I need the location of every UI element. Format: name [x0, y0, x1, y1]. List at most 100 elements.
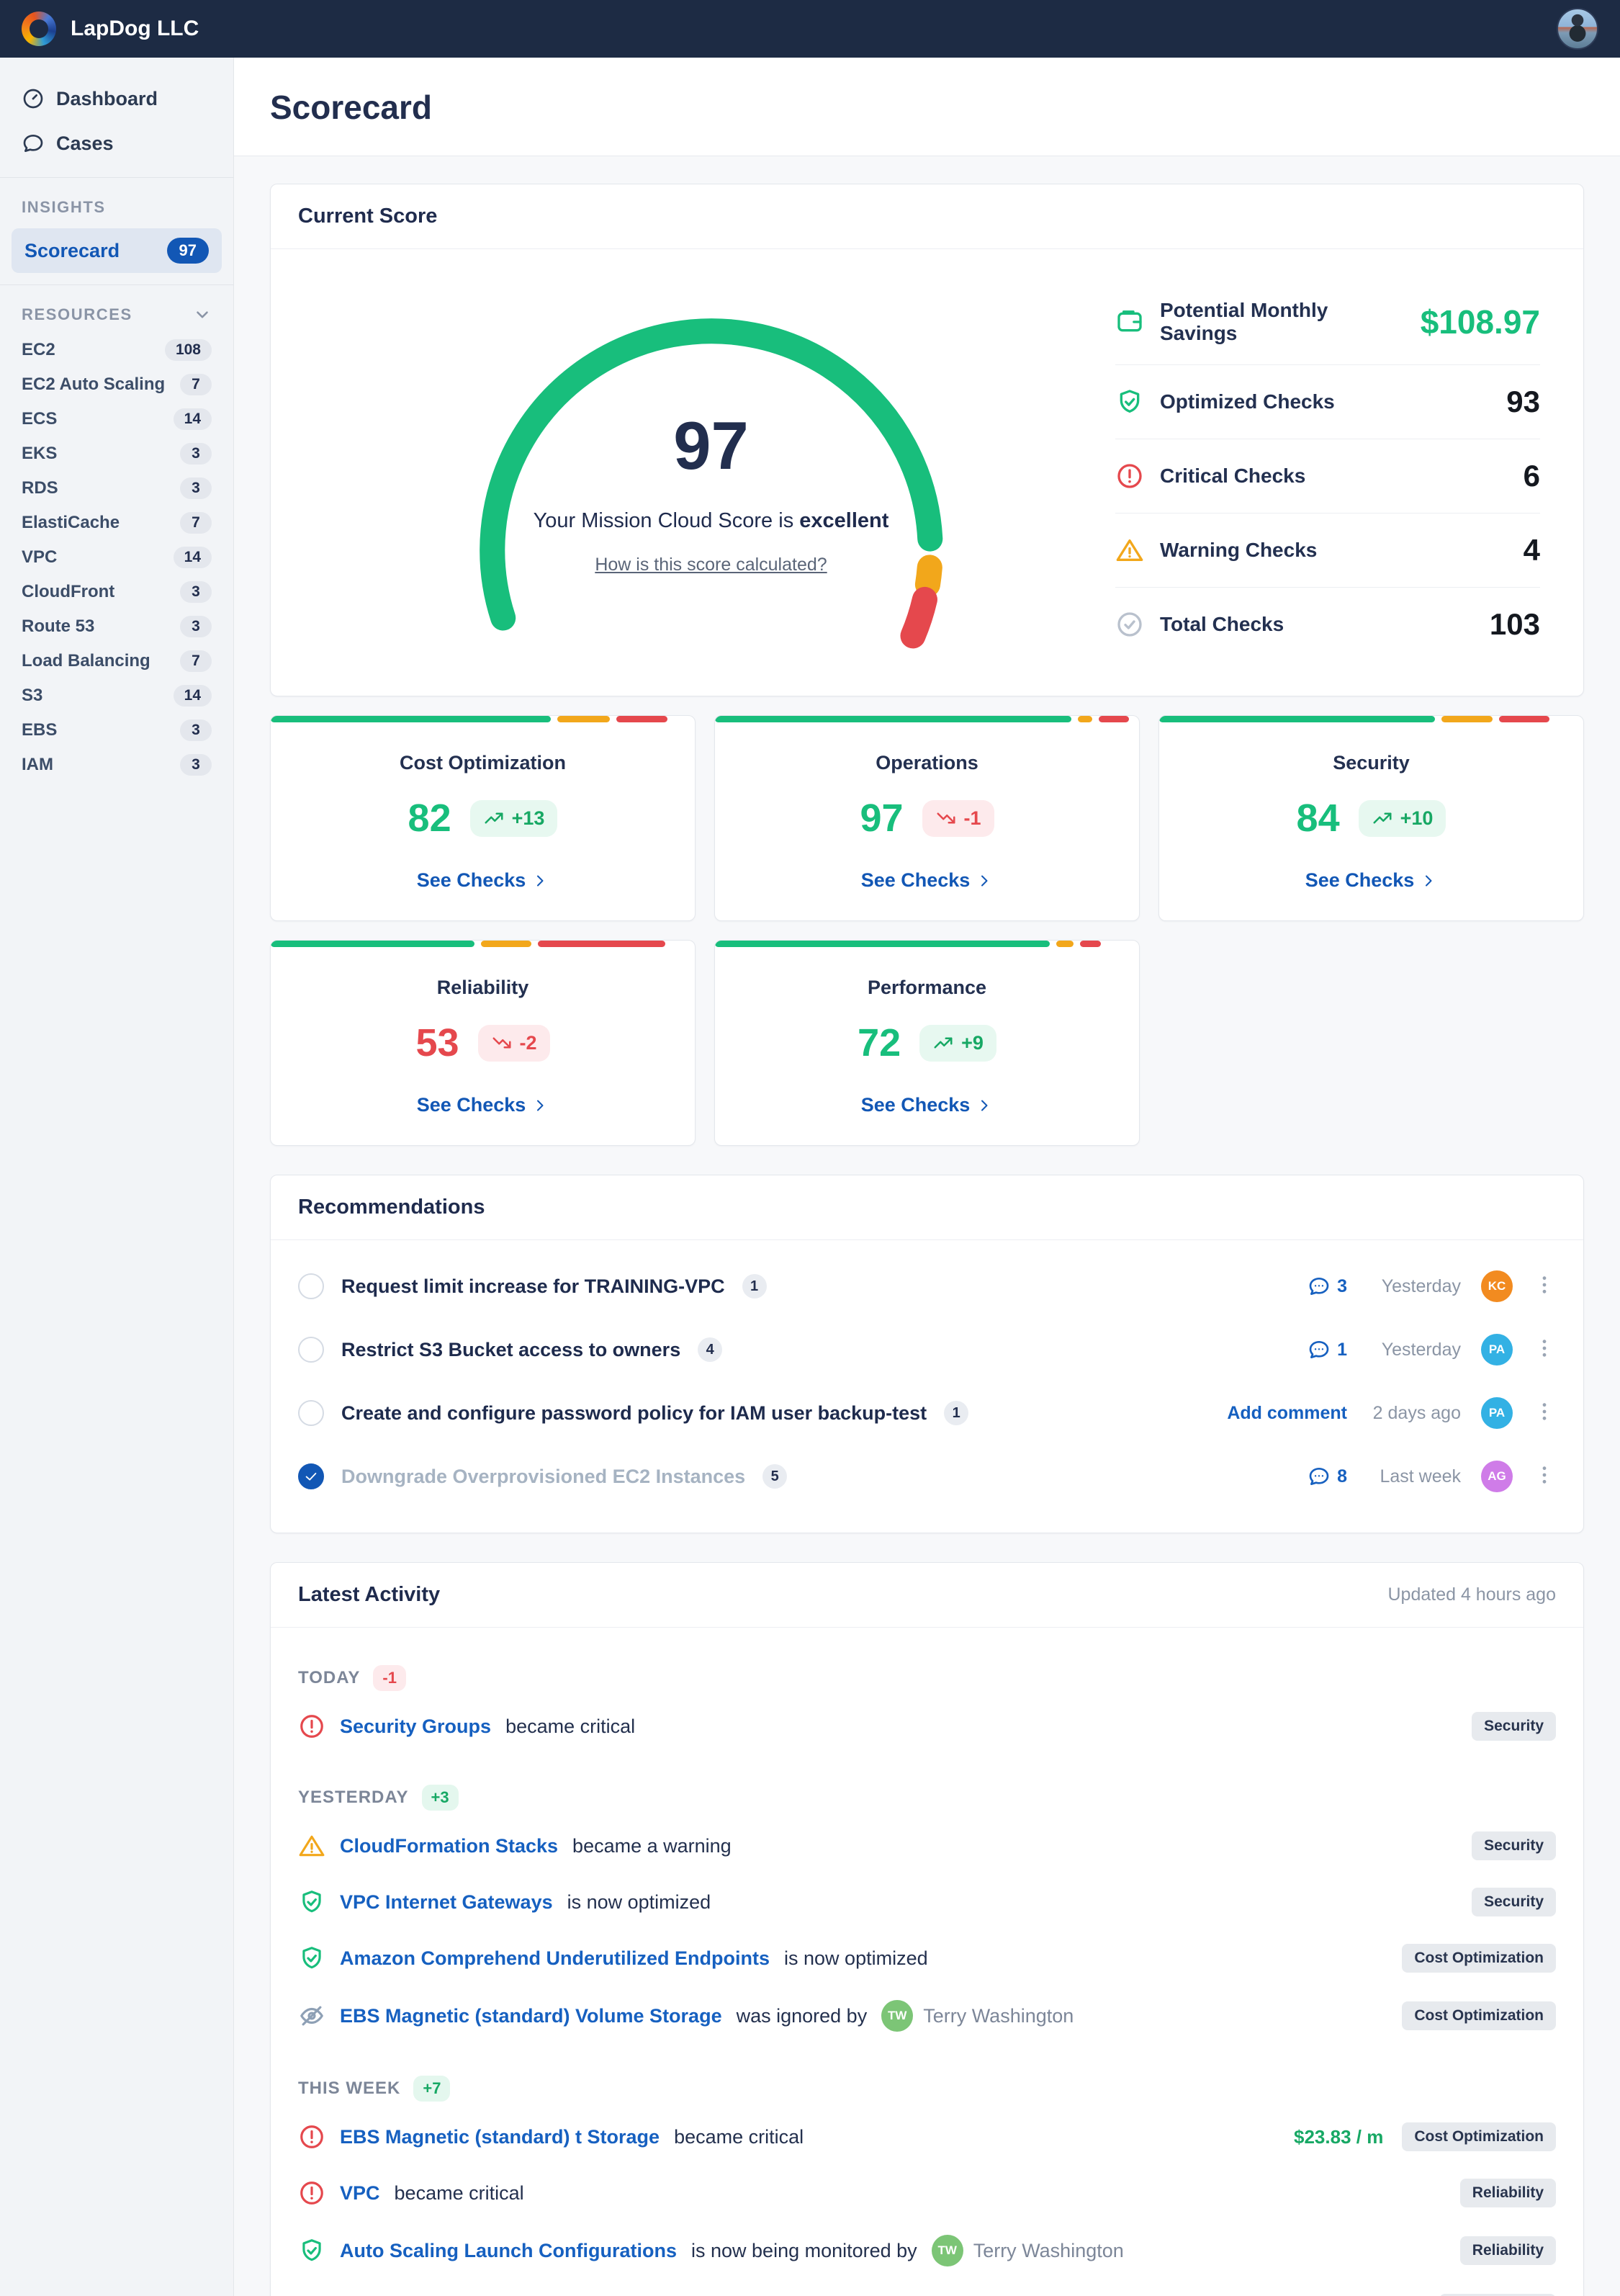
- activity-section-label: YESTERDAY: [298, 1788, 409, 1807]
- gauge-score-value: 97: [673, 408, 749, 484]
- critical-icon: [298, 2123, 325, 2151]
- category-tag-cost-optimization: Cost Optimization: [1402, 2001, 1556, 2030]
- recommendation-checkbox[interactable]: [298, 1463, 324, 1489]
- sidebar-item-s3[interactable]: S3 14: [0, 678, 233, 713]
- sidebar-item-rds[interactable]: RDS 3: [0, 471, 233, 506]
- activity-resource-link[interactable]: Amazon Comprehend Underutilized Endpoint…: [340, 1947, 770, 1969]
- sidebar-item-dashboard[interactable]: Dashboard: [0, 76, 233, 121]
- stat-label: Warning Checks: [1160, 539, 1318, 561]
- activity-resource-link[interactable]: Security Groups: [340, 1715, 492, 1737]
- activity-resource-link[interactable]: EBS Magnetic (standard) t Storage: [340, 2125, 660, 2148]
- activity-row-text: was ignored by: [736, 2004, 868, 2027]
- category-title: Security: [1333, 752, 1410, 773]
- score-gauge: 97 Your Mission Cloud Score is excellent…: [431, 269, 992, 663]
- status-bar-segment-red: [616, 716, 668, 722]
- resource-name: ECS: [22, 409, 58, 429]
- insights-section-label: INSIGHTS: [22, 198, 106, 216]
- comments-button[interactable]: 3: [1308, 1275, 1347, 1298]
- recommendation-checkbox[interactable]: [298, 1400, 324, 1426]
- assignee-avatar[interactable]: AG: [1481, 1461, 1513, 1492]
- recommendation-row-actions: Add comment 2 days ago PA: [1227, 1397, 1556, 1429]
- kebab-menu-button[interactable]: [1533, 1463, 1556, 1490]
- category-status-bar: [715, 716, 1139, 722]
- activity-resource-link[interactable]: VPC Internet Gateways: [340, 1891, 553, 1913]
- sidebar-item-load-balancing[interactable]: Load Balancing 7: [0, 644, 233, 678]
- resource-name: EKS: [22, 444, 58, 463]
- activity-row-meta: Reliability: [1459, 2179, 1556, 2207]
- sidebar-item-ecs[interactable]: ECS 14: [0, 402, 233, 436]
- kebab-menu-button[interactable]: [1533, 1337, 1556, 1363]
- comments-button[interactable]: 1: [1308, 1338, 1347, 1361]
- see-checks-label: See Checks: [860, 1094, 971, 1116]
- category-status-bar: [1159, 716, 1583, 722]
- user-avatar[interactable]: [1557, 8, 1598, 50]
- stat-row-optimized-checks: Optimized Checks 93: [1115, 365, 1540, 439]
- gauge-caption: Your Mission Cloud Score is excellent: [533, 509, 889, 533]
- kebab-menu-button[interactable]: [1533, 1400, 1556, 1427]
- optimized-icon: [298, 2237, 325, 2264]
- assignee-avatar[interactable]: KC: [1481, 1270, 1513, 1302]
- see-checks-link[interactable]: See Checks: [861, 869, 994, 892]
- activity-delta-badge: +7: [413, 2076, 451, 2102]
- see-checks-label: See Checks: [1305, 869, 1415, 891]
- see-checks-link[interactable]: See Checks: [417, 869, 549, 892]
- updated-timestamp: Updated 4 hours ago: [1387, 1584, 1556, 1605]
- activity-resource-link[interactable]: EBS Magnetic (standard) Volume Storage: [340, 2004, 722, 2027]
- sidebar-item-cases[interactable]: Cases: [0, 121, 233, 166]
- stat-row-total-checks: Total Checks 103: [1115, 588, 1540, 661]
- activity-resource-link[interactable]: VPC: [340, 2181, 380, 2204]
- sidebar-item-route-53[interactable]: Route 53 3: [0, 609, 233, 644]
- recommendation-row: Request limit increase for TRAINING-VPC 1…: [298, 1255, 1556, 1318]
- status-bar-segment-green: [1159, 716, 1435, 722]
- activity-row-meta: $23.83 / m Cost Optimization: [1294, 2122, 1556, 2151]
- category-card-security: Security 84 +10 See Checks: [1158, 715, 1584, 921]
- see-checks-link[interactable]: See Checks: [1305, 869, 1438, 892]
- assignee-avatar[interactable]: PA: [1481, 1397, 1513, 1429]
- category-score: 82: [408, 797, 451, 840]
- resource-count-badge: 7: [180, 650, 212, 672]
- recommendation-checkbox[interactable]: [298, 1273, 324, 1299]
- category-tag-reliability: Reliability: [1459, 2179, 1556, 2207]
- add-comment-link[interactable]: Add comment: [1227, 1402, 1347, 1423]
- sidebar-item-ebs[interactable]: EBS 3: [0, 713, 233, 748]
- activity-resource-link[interactable]: CloudFormation Stacks: [340, 1834, 559, 1857]
- sidebar-item-label: Dashboard: [56, 87, 158, 109]
- sidebar-item-cloudfront[interactable]: CloudFront 3: [0, 575, 233, 609]
- sidebar-item-scorecard[interactable]: Scorecard 97: [12, 228, 222, 273]
- gauge-arc-warning: [914, 555, 942, 598]
- activity-resource-link[interactable]: Auto Scaling Launch Configurations: [340, 2239, 677, 2261]
- chevron-right-icon: [531, 1097, 549, 1114]
- sidebar-item-eks[interactable]: EKS 3: [0, 436, 233, 471]
- sidebar-item-ec2-auto-scaling[interactable]: EC2 Auto Scaling 7: [0, 367, 233, 402]
- category-tag-security: Security: [1472, 1888, 1556, 1916]
- sidebar-item-elasticache[interactable]: ElastiCache 7: [0, 506, 233, 540]
- status-bar-segment-orange: [557, 716, 611, 722]
- chevron-right-icon: [531, 872, 549, 889]
- stat-label: Total Checks: [1160, 613, 1284, 635]
- activity-row: Security Groups became critical Security: [298, 1698, 1556, 1754]
- resource-name: Load Balancing: [22, 651, 150, 671]
- kebab-menu-button[interactable]: [1533, 1273, 1556, 1300]
- resource-count-badge: 3: [180, 581, 212, 603]
- comments-button[interactable]: 8: [1308, 1465, 1347, 1488]
- recommendation-row: Restrict S3 Bucket access to owners 4 1 Yes…: [298, 1318, 1556, 1381]
- category-score-row: 72 +9: [729, 1021, 1125, 1065]
- see-checks-link[interactable]: See Checks: [861, 1094, 994, 1116]
- sidebar-item-vpc[interactable]: VPC 14: [0, 540, 233, 575]
- stat-value: 103: [1489, 607, 1540, 641]
- activity-row-text: is now being monitored by: [691, 2239, 917, 2261]
- category-card-cost-optimization: Cost Optimization 82 +13 See Checks: [270, 715, 696, 921]
- see-checks-link[interactable]: See Checks: [417, 1094, 549, 1116]
- comment-icon: [1308, 1465, 1331, 1488]
- recommendation-checkbox[interactable]: [298, 1337, 324, 1363]
- activity-section-header-today: TODAY -1: [298, 1665, 1556, 1691]
- category-title: Cost Optimization: [400, 752, 566, 773]
- stat-label: Critical Checks: [1160, 465, 1306, 487]
- sidebar-item-ec2[interactable]: EC2 108: [0, 333, 233, 367]
- resource-name: CloudFront: [22, 582, 115, 601]
- sidebar-item-iam[interactable]: IAM 3: [0, 748, 233, 782]
- assignee-avatar[interactable]: PA: [1481, 1334, 1513, 1366]
- score-calculation-link[interactable]: How is this score calculated?: [595, 554, 827, 575]
- chevron-down-icon[interactable]: [193, 305, 212, 324]
- activity-delta-badge: -1: [373, 1665, 406, 1691]
